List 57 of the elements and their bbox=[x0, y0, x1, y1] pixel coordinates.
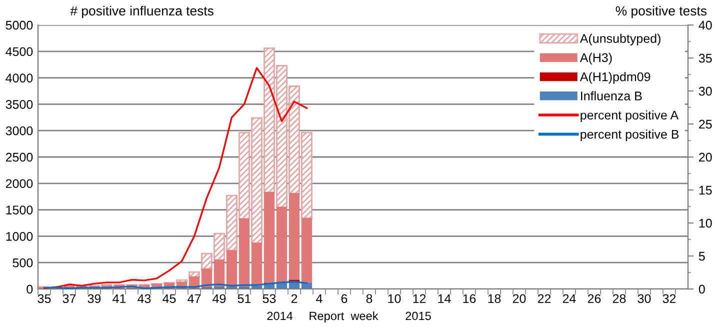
y-tick-label: 2000 bbox=[6, 179, 33, 188]
y-tick-label: 5000 bbox=[6, 20, 33, 30]
y-tick-label: 1500 bbox=[6, 206, 33, 214]
x-axis-title: Report week bbox=[310, 311, 378, 322]
legend-label: A(unsubtyped) bbox=[580, 34, 660, 46]
legend-label: A(H3) bbox=[580, 52, 612, 65]
x-tick-label: 10 bbox=[388, 294, 401, 304]
y2-tick-label: 5 bbox=[698, 252, 705, 261]
x-tick-label: 26 bbox=[588, 294, 601, 304]
y2-tick-label: 20 bbox=[699, 152, 712, 162]
y-tick-label: 4000 bbox=[6, 74, 33, 82]
y-tick-label: 2500 bbox=[6, 152, 33, 162]
x-tick-label: 28 bbox=[612, 294, 626, 304]
legend-label: percent positive B bbox=[580, 130, 679, 142]
y-axis-title: # positive influenza tests bbox=[70, 6, 214, 18]
y-tick-label: 3000 bbox=[6, 126, 33, 136]
y2-tick-label: 15 bbox=[699, 186, 712, 195]
x-tick-label: 12 bbox=[413, 294, 426, 303]
x-tick-label: 45 bbox=[162, 294, 176, 304]
legend-label: Influenza B bbox=[581, 91, 642, 100]
x-tick-label: 41 bbox=[112, 294, 126, 303]
x-tick-label: 6 bbox=[341, 294, 348, 304]
y2-tick-label: 35 bbox=[698, 54, 712, 63]
x-tick-label: 49 bbox=[212, 294, 226, 304]
y2-tick-label: 25 bbox=[699, 120, 712, 129]
x-tick-label: 18 bbox=[488, 294, 501, 304]
legend-label: percent positive A bbox=[580, 110, 679, 122]
y2-tick-label: 0 bbox=[698, 284, 705, 294]
x-tick-label: 22 bbox=[538, 294, 551, 303]
y2-axis-title: % positive tests bbox=[616, 6, 707, 18]
x-tick-label: 4 bbox=[316, 294, 322, 303]
x-tick-label: 32 bbox=[662, 294, 676, 304]
y-tick-label: 500 bbox=[12, 258, 33, 268]
y2-tick-label: 10 bbox=[699, 218, 712, 228]
x-tick-label: 39 bbox=[88, 294, 101, 304]
x-tick-label: 8 bbox=[366, 294, 372, 304]
x-tick-label: 43 bbox=[138, 294, 151, 304]
y-tick-label: 3500 bbox=[6, 100, 33, 109]
y-tick-label: 0 bbox=[26, 284, 33, 294]
y2-tick-label: 40 bbox=[698, 20, 712, 30]
legend-label: A(H1)pdm09 bbox=[580, 72, 650, 84]
x-tick-label: 14 bbox=[438, 294, 451, 303]
x-tick-label: 2 bbox=[291, 294, 298, 303]
text: 2015 bbox=[406, 312, 431, 320]
x-tick-label: 37 bbox=[62, 294, 76, 304]
y-tick-label: 4500 bbox=[6, 47, 33, 56]
x-tick-label: 16 bbox=[463, 294, 476, 304]
x-tick-label: 53 bbox=[262, 294, 276, 304]
text: 2014 bbox=[267, 312, 293, 320]
x-tick-label: 30 bbox=[638, 294, 651, 304]
x-tick-label: 51 bbox=[238, 294, 251, 304]
x-tick-label: 20 bbox=[512, 294, 526, 304]
y-tick-label: 1000 bbox=[6, 232, 33, 241]
x-tick-label: 47 bbox=[188, 294, 201, 303]
x-tick-label: 35 bbox=[38, 294, 51, 304]
x-tick-label: 24 bbox=[562, 294, 576, 303]
y2-tick-label: 30 bbox=[698, 86, 712, 96]
